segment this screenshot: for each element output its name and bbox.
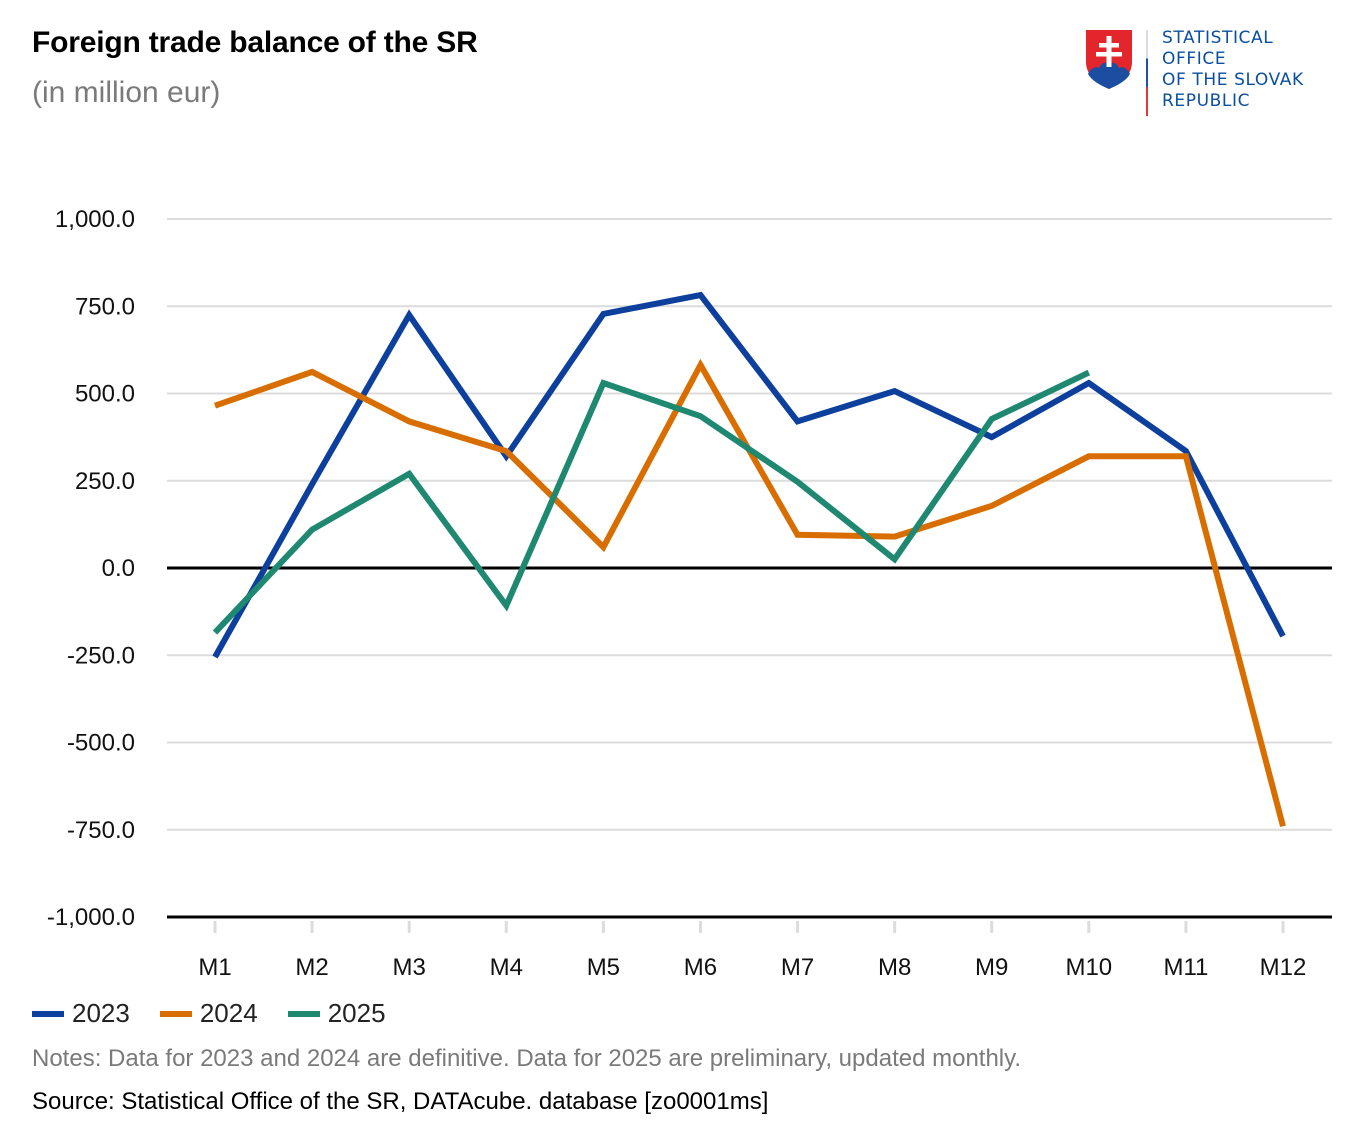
y-tick-label: 1,000.0 bbox=[55, 206, 135, 233]
x-tick-label: M3 bbox=[393, 954, 426, 981]
x-tick-label: M10 bbox=[1065, 954, 1112, 981]
series-line-2025 bbox=[212, 369, 1091, 635]
logo-line: OFFICE bbox=[1162, 49, 1227, 69]
y-tick-label: 750.0 bbox=[75, 293, 135, 320]
line-chart: 1,000.0 750.0 500.0 250.0 0.0 -250.0 -500.0 -75… bbox=[47, 206, 1332, 981]
x-tick-label: M1 bbox=[198, 954, 231, 981]
x-tick-label: M6 bbox=[684, 954, 717, 981]
x-tick-label: M2 bbox=[295, 954, 328, 981]
series-line-2024 bbox=[214, 358, 1286, 828]
y-axis-labels: 1,000.0 750.0 500.0 250.0 0.0 -250.0 -500.0 -75… bbox=[47, 206, 135, 931]
legend: 2023 2024 2025 bbox=[32, 998, 416, 1029]
x-tick-label: M9 bbox=[975, 954, 1008, 981]
gridlines bbox=[167, 218, 1332, 919]
logo-line: OF THE SLOVAK bbox=[1162, 70, 1304, 90]
x-tick-label: M4 bbox=[490, 954, 523, 981]
y-tick-label: 500.0 bbox=[75, 381, 135, 408]
y-tick-label: 0.0 bbox=[102, 555, 135, 582]
statistical-office-logo: STATISTICAL OFFICE OF THE SLOVAK REPUBLI… bbox=[1084, 28, 1344, 118]
legend-item-2023[interactable]: 2023 bbox=[32, 998, 130, 1029]
x-tick-label: M8 bbox=[878, 954, 911, 981]
x-tick-label: M11 bbox=[1163, 954, 1208, 981]
y-tick-label: 250.0 bbox=[75, 468, 135, 495]
y-tick-label: -1,000.0 bbox=[47, 904, 135, 931]
chart-notes: Notes: Data for 2023 and 2024 are defini… bbox=[32, 1045, 1022, 1072]
y-tick-label: -250.0 bbox=[67, 642, 135, 669]
legend-item-2024[interactable]: 2024 bbox=[159, 998, 258, 1029]
chart-title: Foreign trade balance of the SR bbox=[32, 26, 478, 59]
legend-label: 2023 bbox=[72, 998, 130, 1028]
y-tick-label: -750.0 bbox=[67, 817, 135, 844]
series-lines bbox=[212, 291, 1286, 828]
legend-swatch-2024 bbox=[159, 1010, 192, 1017]
logo-line: STATISTICAL bbox=[1162, 28, 1274, 48]
y-tick-label: -500.0 bbox=[67, 730, 135, 757]
slovak-coat-of-arms-icon bbox=[1086, 30, 1132, 89]
logo-divider bbox=[1146, 30, 1148, 116]
chart-source: Source: Statistical Office of the SR, DA… bbox=[32, 1088, 769, 1115]
x-tick-label: M5 bbox=[587, 954, 620, 981]
legend-swatch-2023 bbox=[32, 1010, 64, 1017]
x-tick-label: M12 bbox=[1260, 954, 1307, 981]
logo-line: REPUBLIC bbox=[1162, 91, 1251, 111]
chart-subtitle: (in million eur) bbox=[32, 76, 221, 109]
legend-label: 2024 bbox=[199, 998, 258, 1028]
logo-text: STATISTICAL OFFICE OF THE SLOVAK REPUBLI… bbox=[1162, 28, 1304, 112]
legend-item-2025[interactable]: 2025 bbox=[287, 998, 386, 1029]
x-axis-labels: M1 M2 M3 M4 M5 M6 M7 M8 M9 M10 M11 M12 bbox=[198, 921, 1306, 981]
legend-swatch-2025 bbox=[287, 1010, 320, 1017]
legend-label: 2025 bbox=[327, 998, 386, 1028]
x-tick-label: M7 bbox=[781, 954, 814, 981]
series-line-2023 bbox=[212, 291, 1286, 659]
